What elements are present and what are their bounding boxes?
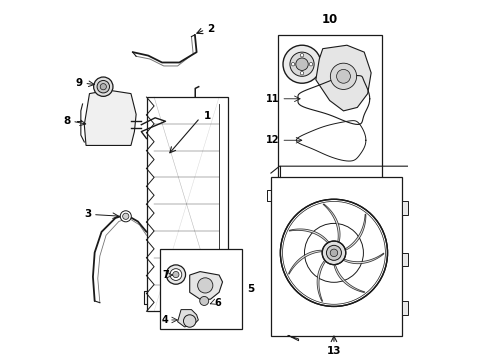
Bar — [160, 249, 242, 329]
Text: 5: 5 — [247, 284, 254, 294]
Circle shape — [296, 58, 308, 71]
Circle shape — [337, 69, 350, 83]
Circle shape — [173, 271, 179, 278]
Text: 9: 9 — [75, 77, 83, 87]
Text: 3: 3 — [84, 208, 91, 219]
Bar — [402, 253, 409, 266]
Circle shape — [290, 52, 314, 76]
Circle shape — [322, 241, 346, 265]
Text: 11: 11 — [266, 94, 280, 104]
Circle shape — [197, 278, 213, 293]
Text: 10: 10 — [321, 13, 338, 26]
Circle shape — [330, 63, 357, 89]
Text: 1: 1 — [203, 111, 211, 121]
Polygon shape — [323, 204, 340, 242]
Circle shape — [300, 54, 304, 57]
Bar — [402, 301, 409, 315]
Polygon shape — [289, 250, 322, 274]
Polygon shape — [190, 271, 222, 299]
Text: 8: 8 — [63, 116, 71, 126]
Polygon shape — [345, 214, 366, 250]
Circle shape — [200, 297, 209, 305]
Text: 2: 2 — [207, 24, 214, 34]
Text: 12: 12 — [266, 135, 280, 145]
Circle shape — [122, 213, 129, 219]
Circle shape — [309, 63, 313, 66]
Circle shape — [100, 84, 106, 90]
Polygon shape — [84, 90, 136, 145]
Bar — [147, 97, 228, 311]
Circle shape — [300, 72, 304, 75]
Circle shape — [330, 249, 338, 257]
Circle shape — [166, 265, 186, 284]
Polygon shape — [334, 265, 365, 293]
Polygon shape — [177, 310, 198, 327]
Circle shape — [170, 269, 182, 280]
Bar — [271, 176, 402, 336]
Bar — [402, 201, 409, 215]
Polygon shape — [289, 229, 329, 243]
Bar — [278, 35, 382, 180]
Circle shape — [97, 81, 110, 93]
Circle shape — [94, 77, 113, 96]
Circle shape — [183, 315, 196, 327]
Text: 13: 13 — [327, 346, 341, 356]
Text: 4: 4 — [162, 315, 169, 325]
Circle shape — [292, 63, 295, 66]
Polygon shape — [316, 45, 371, 111]
Circle shape — [326, 246, 342, 260]
Circle shape — [280, 199, 388, 306]
Text: 6: 6 — [214, 298, 220, 308]
Polygon shape — [317, 260, 326, 301]
Text: 7: 7 — [162, 270, 169, 280]
Circle shape — [283, 45, 321, 83]
Polygon shape — [343, 253, 384, 264]
Circle shape — [120, 211, 131, 222]
